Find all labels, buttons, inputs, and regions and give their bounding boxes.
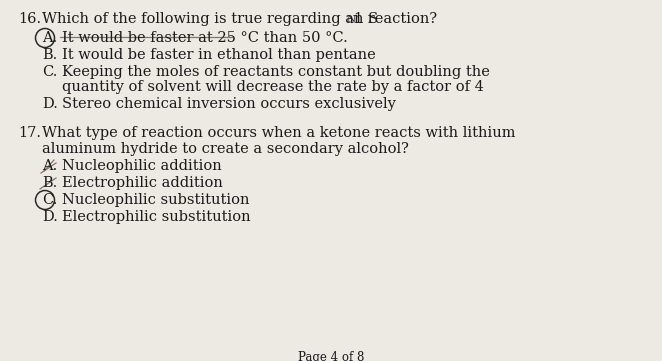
Text: aluminum hydride to create a secondary alcohol?: aluminum hydride to create a secondary a…	[42, 142, 409, 156]
Text: C.: C.	[42, 65, 58, 79]
Text: Page 4 of 8: Page 4 of 8	[298, 351, 364, 361]
Text: It would be faster in ethanol than pentane: It would be faster in ethanol than penta…	[62, 48, 376, 62]
Text: A.: A.	[42, 159, 57, 173]
Text: 1 reaction?: 1 reaction?	[354, 12, 437, 26]
Text: B.: B.	[42, 176, 57, 190]
Text: N: N	[347, 15, 356, 24]
Text: 16.: 16.	[18, 12, 41, 26]
Text: Electrophilic substitution: Electrophilic substitution	[62, 210, 251, 224]
Text: quantity of solvent will decrease the rate by a factor of 4: quantity of solvent will decrease the ra…	[62, 80, 484, 94]
Text: What type of reaction occurs when a ketone reacts with lithium: What type of reaction occurs when a keto…	[42, 126, 516, 140]
Text: Nucleophilic substitution: Nucleophilic substitution	[62, 193, 250, 207]
Text: D.: D.	[42, 97, 58, 111]
Text: Nucleophilic addition: Nucleophilic addition	[62, 159, 222, 173]
Text: Which of the following is true regarding an S: Which of the following is true regarding…	[42, 12, 378, 26]
Text: B.: B.	[42, 48, 57, 62]
Text: Keeping the moles of reactants constant but doubling the: Keeping the moles of reactants constant …	[62, 65, 490, 79]
Text: Stereo chemical inversion occurs exclusively: Stereo chemical inversion occurs exclusi…	[62, 97, 396, 111]
Text: It would be faster at 25 °C than 50 °C.: It would be faster at 25 °C than 50 °C.	[62, 31, 348, 45]
Text: D.: D.	[42, 210, 58, 224]
Text: 17.: 17.	[18, 126, 41, 140]
Text: Electrophilic addition: Electrophilic addition	[62, 176, 223, 190]
Text: A.: A.	[42, 31, 57, 45]
Text: C.: C.	[42, 193, 58, 207]
